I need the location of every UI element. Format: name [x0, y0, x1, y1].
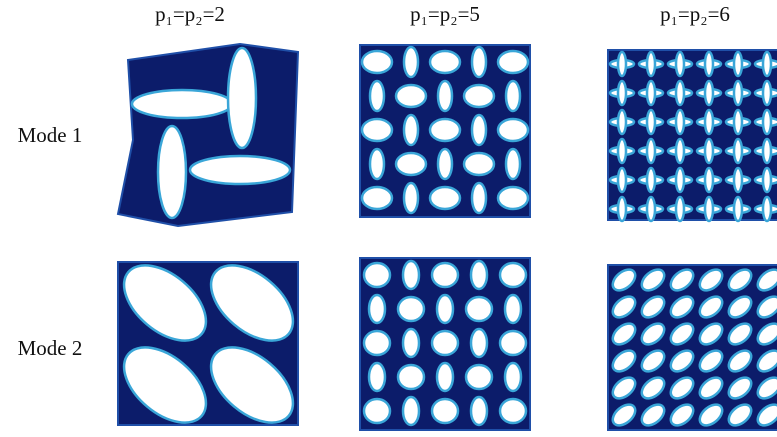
hole	[432, 331, 458, 355]
hole	[676, 139, 684, 163]
panel	[608, 50, 777, 220]
hole	[362, 51, 392, 73]
hole	[403, 397, 419, 425]
panel	[118, 44, 298, 226]
hole	[618, 81, 626, 105]
hole	[705, 197, 713, 221]
hole	[370, 81, 384, 111]
hole	[432, 263, 458, 287]
hole	[471, 397, 487, 425]
hole	[362, 119, 392, 141]
hole	[398, 365, 424, 389]
hole	[500, 399, 526, 423]
hole	[647, 110, 655, 134]
hole	[763, 168, 771, 192]
hole	[430, 119, 460, 141]
hole	[705, 168, 713, 192]
hole	[676, 197, 684, 221]
hole	[676, 110, 684, 134]
hole	[705, 81, 713, 105]
hole	[505, 363, 521, 391]
hole	[506, 149, 520, 179]
hole	[472, 115, 486, 145]
hole	[369, 363, 385, 391]
hole	[705, 52, 713, 76]
hole	[647, 139, 655, 163]
hole	[396, 153, 426, 175]
hole	[734, 81, 742, 105]
hole	[471, 261, 487, 289]
hole	[763, 81, 771, 105]
hole	[437, 295, 453, 323]
row-label: Mode 2	[18, 336, 83, 360]
hole	[506, 81, 520, 111]
hole	[404, 183, 418, 213]
hole	[364, 263, 390, 287]
hole	[396, 85, 426, 107]
column-header: p₁=p₂=6	[660, 2, 730, 26]
panels	[110, 44, 777, 437]
hole	[500, 263, 526, 287]
hole	[438, 81, 452, 111]
hole	[430, 51, 460, 73]
hole	[466, 365, 492, 389]
figure: p₁=p₂=2 p₁=p₂=5 p₁=p₂=6 Mode 1 Mode 2	[0, 0, 777, 437]
hole	[734, 168, 742, 192]
hole	[370, 149, 384, 179]
hole	[618, 110, 626, 134]
hole	[676, 52, 684, 76]
hole	[464, 153, 494, 175]
hole	[403, 261, 419, 289]
hole	[734, 52, 742, 76]
hole	[364, 331, 390, 355]
hole	[471, 329, 487, 357]
hole	[228, 48, 256, 148]
column-header: p₁=p₂=2	[155, 2, 225, 26]
hole	[618, 168, 626, 192]
hole	[364, 399, 390, 423]
hole	[676, 81, 684, 105]
hole	[498, 119, 528, 141]
hole	[158, 126, 186, 218]
hole	[362, 187, 392, 209]
row-label: Mode 1	[18, 123, 83, 147]
hole	[647, 81, 655, 105]
hole	[500, 331, 526, 355]
hole	[132, 90, 232, 118]
hole	[464, 85, 494, 107]
hole	[763, 139, 771, 163]
hole	[647, 52, 655, 76]
hole	[618, 52, 626, 76]
hole	[466, 297, 492, 321]
hole	[369, 295, 385, 323]
hole	[472, 183, 486, 213]
hole	[647, 168, 655, 192]
hole	[430, 187, 460, 209]
hole	[763, 197, 771, 221]
column-header: p₁=p₂=5	[410, 2, 480, 26]
hole	[618, 197, 626, 221]
hole	[505, 295, 521, 323]
hole	[734, 139, 742, 163]
hole	[705, 110, 713, 134]
hole	[498, 51, 528, 73]
hole	[398, 297, 424, 321]
hole	[437, 363, 453, 391]
hole	[472, 47, 486, 77]
hole	[618, 139, 626, 163]
hole	[705, 139, 713, 163]
hole	[734, 197, 742, 221]
hole	[403, 329, 419, 357]
hole	[404, 47, 418, 77]
hole	[404, 115, 418, 145]
hole	[190, 156, 290, 184]
hole	[734, 110, 742, 134]
hole	[763, 52, 771, 76]
hole	[676, 168, 684, 192]
hole	[438, 149, 452, 179]
hole	[432, 399, 458, 423]
hole	[498, 187, 528, 209]
hole	[647, 197, 655, 221]
hole	[763, 110, 771, 134]
